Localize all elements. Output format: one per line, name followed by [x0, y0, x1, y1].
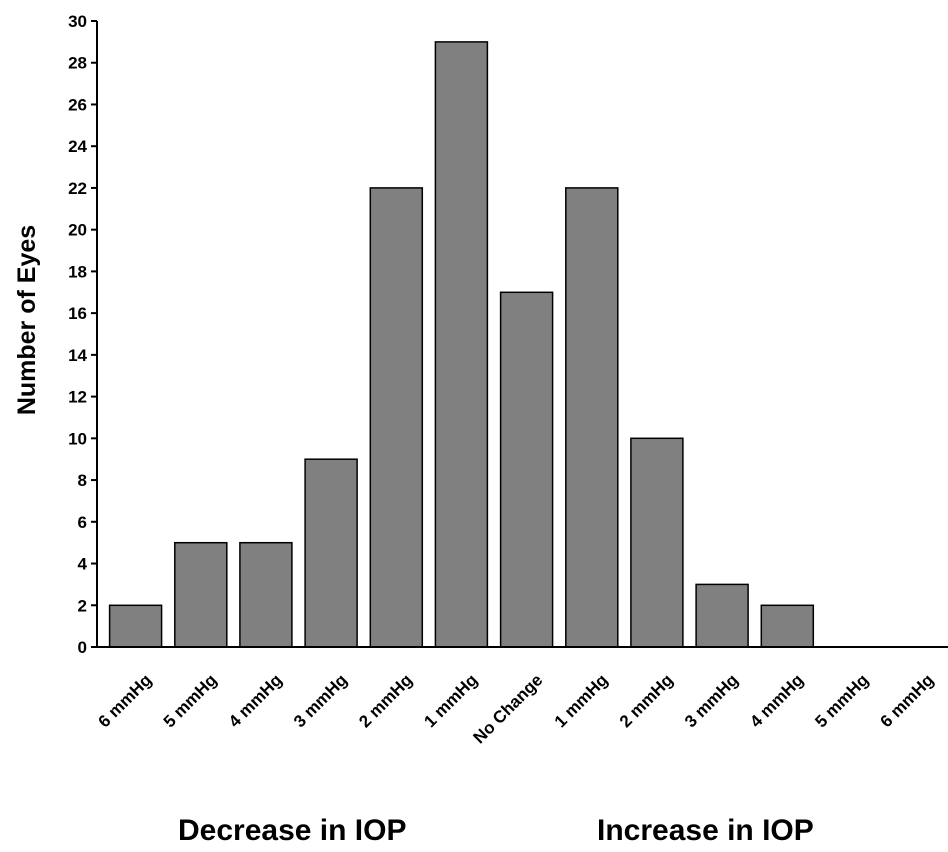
x-tick-label: 5 mmHg — [811, 670, 872, 731]
bar — [434, 41, 489, 648]
x-tick-label: 3 mmHg — [290, 670, 351, 731]
increase-group-label: Increase in IOP — [597, 814, 814, 847]
bar — [499, 291, 554, 648]
y-tick-label: 14 — [68, 346, 87, 365]
y-tick-label: 16 — [68, 304, 87, 323]
y-tick-label: 0 — [78, 638, 87, 657]
y-tick-label: 26 — [68, 95, 87, 114]
y-tick-label: 24 — [68, 137, 87, 156]
y-tick-label: 28 — [68, 54, 87, 73]
x-tick-label: 1 mmHg — [420, 670, 481, 731]
bar — [108, 604, 163, 648]
y-axis-title: Number of Eyes — [13, 225, 41, 415]
x-tick-label: No Change — [470, 670, 547, 747]
bar — [630, 437, 684, 648]
y-tick-label: 12 — [68, 388, 87, 407]
y-tick-label: 8 — [78, 471, 87, 490]
x-tick-label: 3 mmHg — [681, 670, 742, 731]
y-tick-label: 22 — [68, 179, 87, 198]
bar — [304, 458, 358, 648]
bar — [369, 187, 424, 648]
y-tick-label: 2 — [78, 596, 87, 615]
y-tick-label: 10 — [68, 429, 87, 448]
x-tick-label: 4 mmHg — [225, 670, 286, 731]
x-tick-label: 2 mmHg — [616, 670, 677, 731]
bar — [239, 541, 293, 648]
y-tick-label: 6 — [78, 513, 87, 532]
bar — [565, 187, 619, 648]
bar — [174, 541, 228, 648]
x-tick-label: 2 mmHg — [355, 670, 416, 731]
x-tick-label: 6 mmHg — [95, 670, 156, 731]
y-tick-label: 4 — [78, 555, 88, 574]
decrease-group-label: Decrease in IOP — [178, 814, 407, 847]
y-tick-label: 18 — [68, 262, 87, 281]
x-tick-label: 1 mmHg — [551, 670, 612, 731]
x-tick-label: 6 mmHg — [877, 670, 938, 731]
y-tick-label: 20 — [68, 221, 87, 240]
x-tick-label: 4 mmHg — [746, 670, 807, 731]
x-tick-label: 5 mmHg — [160, 670, 221, 731]
bar — [760, 604, 815, 648]
bars-group — [108, 41, 815, 648]
y-tick-label: 30 — [68, 12, 87, 31]
bar — [695, 583, 749, 648]
